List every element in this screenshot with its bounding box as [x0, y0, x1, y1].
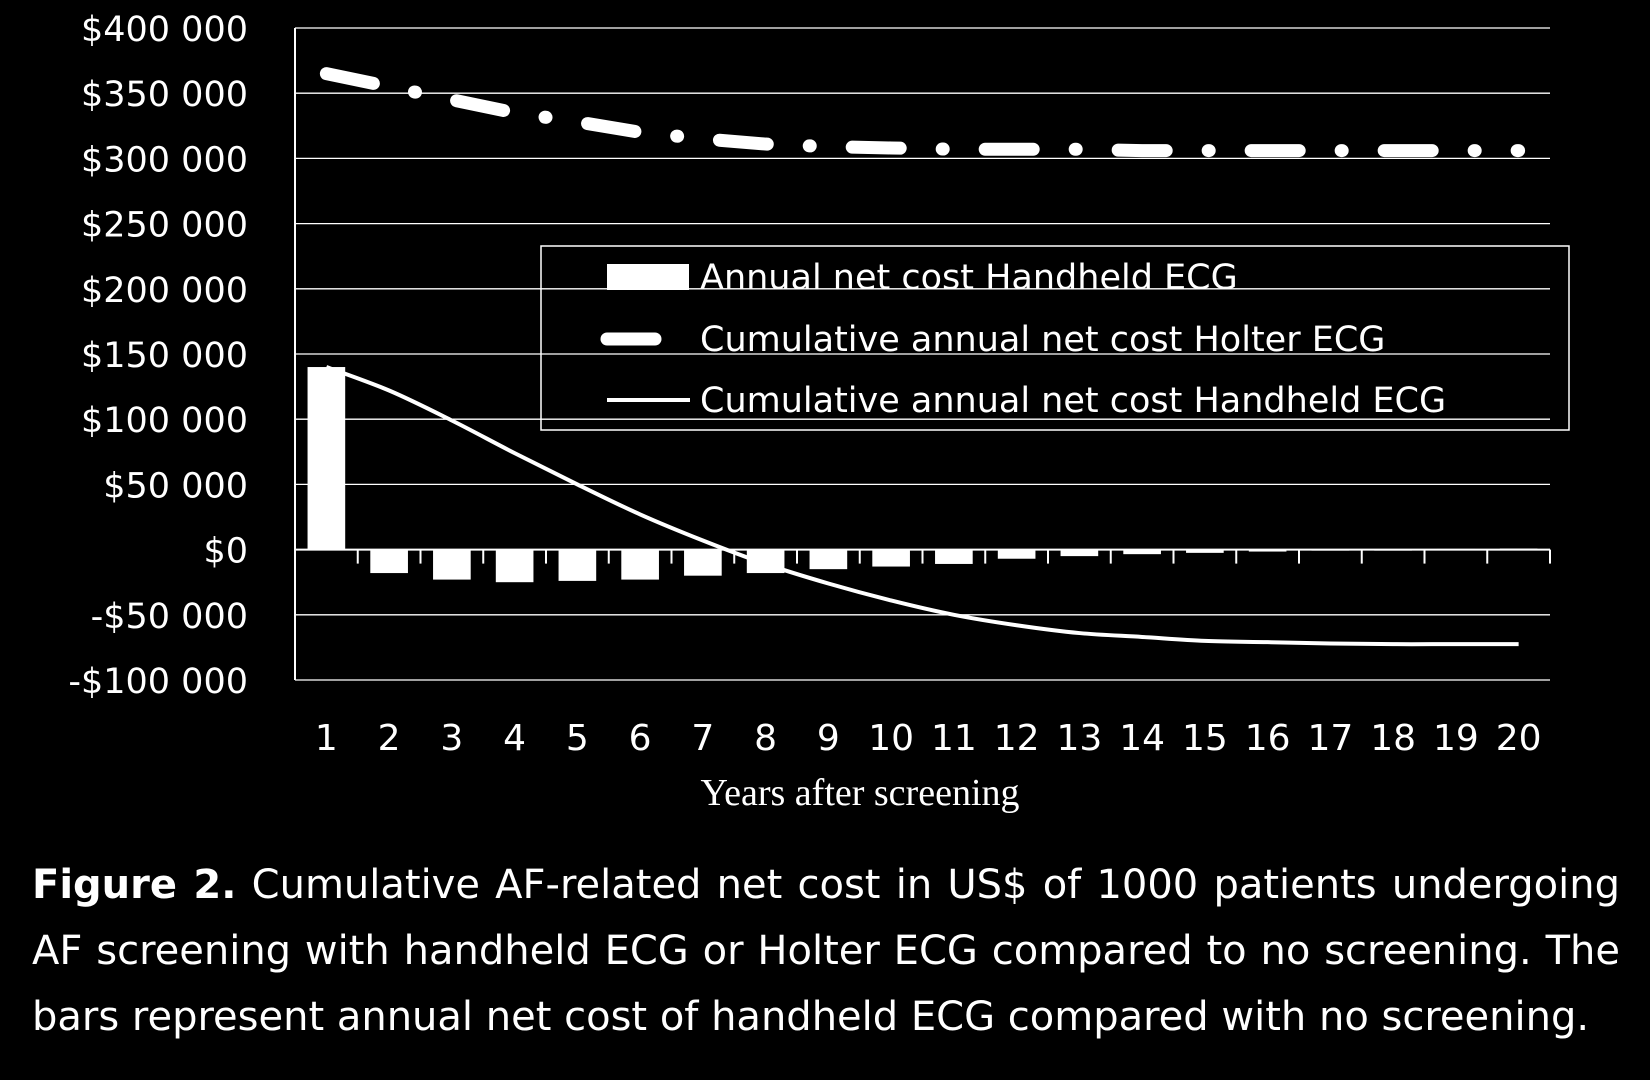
x-tick-label: 16	[1245, 718, 1291, 759]
x-tick-label: 19	[1433, 718, 1479, 759]
x-tick-label: 10	[868, 718, 914, 759]
y-tick-label: -$100 000	[68, 662, 248, 702]
figure-label: Figure 2.	[32, 862, 237, 908]
bar	[872, 549, 910, 567]
x-tick-label: 8	[754, 718, 777, 759]
x-axis-label: Years after screening	[700, 772, 1019, 814]
x-tick-label: 2	[378, 718, 401, 759]
bar	[370, 549, 408, 574]
y-tick-label: $400 000	[81, 10, 248, 50]
bar	[1123, 549, 1161, 555]
x-tick-label: 5	[566, 718, 589, 759]
x-tick-label: 9	[817, 718, 840, 759]
y-tick-label: $200 000	[81, 271, 248, 311]
x-tick-label: 13	[1056, 718, 1102, 759]
x-tick-label: 4	[503, 718, 526, 759]
x-tick-labels: 1 2 3 4 5 6 7 8 9 10 11 12 13 14 15 16 17 18 19 20	[315, 718, 1542, 759]
y-tick-label: $350 000	[81, 75, 248, 115]
x-tick-label: 7	[691, 718, 714, 759]
x-tick-label: 18	[1370, 718, 1416, 759]
x-tick-label: 12	[994, 718, 1040, 759]
legend-label: Annual net cost Handheld ECG	[700, 258, 1238, 298]
bar	[935, 549, 973, 564]
bar	[809, 549, 848, 570]
bar	[1248, 549, 1287, 552]
y-tick-label: $50 000	[103, 466, 248, 506]
y-tick-label: $250 000	[81, 206, 248, 246]
y-tick-label: $300 000	[81, 140, 248, 180]
bar	[1437, 548, 1475, 550]
bar	[1060, 549, 1099, 557]
bar	[621, 549, 659, 580]
x-tick-label: 11	[931, 718, 977, 759]
bar	[684, 549, 722, 576]
bar	[495, 549, 534, 583]
y-tick-label: -$50 000	[91, 597, 248, 637]
figure-caption: Figure 2. Cumulative AF-related net cost…	[32, 852, 1620, 1050]
y-tick-labels: $400 000 $350 000 $300 000 $250 000 $200 000…	[68, 10, 248, 702]
x-tick-label: 17	[1307, 718, 1353, 759]
bar-series	[307, 367, 1538, 583]
line-holter-cumulative	[319, 67, 1526, 158]
bar	[1186, 549, 1224, 553]
bar	[433, 549, 471, 580]
legend-label: Cumulative annual net cost Holter ECG	[700, 320, 1385, 360]
legend-box	[540, 245, 1570, 431]
x-tick-label: 3	[440, 718, 463, 759]
x-tick-label: 20	[1496, 718, 1542, 759]
legend-swatch-bar	[607, 264, 689, 290]
bar	[1499, 548, 1538, 550]
chart: $400 000 $350 000 $300 000 $250 000 $200 000…	[68, 10, 1570, 814]
line-series	[319, 67, 1526, 647]
y-tick-label: $100 000	[81, 401, 248, 441]
bar	[558, 549, 597, 581]
bar	[997, 549, 1036, 559]
legend-label: Cumulative annual net cost Handheld ECG	[700, 381, 1446, 421]
y-tick-label: $150 000	[81, 336, 248, 376]
x-tick-label: 15	[1182, 718, 1228, 759]
bar	[1374, 549, 1412, 551]
y-tick-label: $0	[203, 532, 248, 572]
x-tick-label: 1	[315, 718, 338, 759]
bar	[1311, 549, 1350, 551]
bar	[307, 367, 346, 550]
legend: Annual net cost Handheld ECG Cumulative a…	[540, 245, 1570, 431]
x-tick-label: 6	[629, 718, 652, 759]
caption-text: Cumulative AF-related net cost in US$ of…	[32, 862, 1621, 1040]
line-handheld-cumulative	[325, 365, 1519, 647]
x-tick-label: 14	[1119, 718, 1165, 759]
